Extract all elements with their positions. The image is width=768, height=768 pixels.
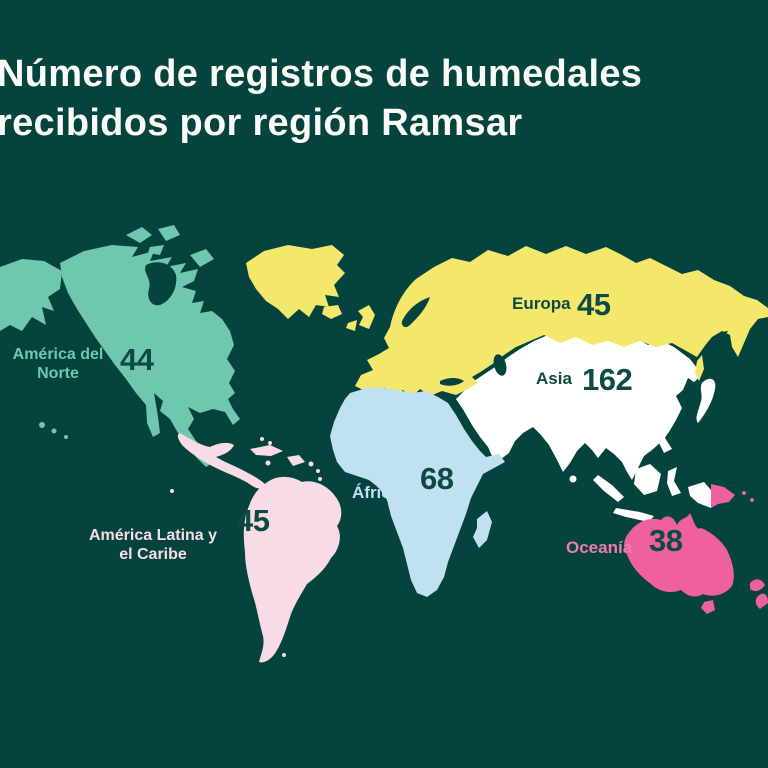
label-africa: África bbox=[352, 483, 401, 502]
central-america bbox=[177, 433, 266, 489]
value-europa: 45 bbox=[577, 287, 611, 322]
north-america-mainland bbox=[60, 245, 240, 467]
madagascar bbox=[473, 511, 492, 548]
jamaica bbox=[265, 460, 271, 466]
baltic-sea bbox=[401, 297, 430, 328]
japan bbox=[696, 378, 716, 423]
region-latin-america bbox=[170, 433, 342, 663]
caspian-sea bbox=[493, 354, 507, 376]
value-africa: 68 bbox=[420, 461, 454, 496]
title-line-1: Número de registros de humedales bbox=[0, 53, 643, 95]
label-north-america: América del Norte bbox=[12, 346, 104, 382]
east-new-guinea bbox=[711, 484, 735, 508]
hawaii-1 bbox=[39, 422, 45, 428]
value-asia: 162 bbox=[582, 362, 633, 397]
solomon-2 bbox=[750, 498, 754, 502]
sulawesi bbox=[667, 467, 681, 496]
sumatra bbox=[593, 475, 624, 502]
antilles-2 bbox=[318, 477, 322, 481]
title-line-2: recibidos por región Ramsar bbox=[0, 101, 523, 144]
greenland bbox=[246, 245, 345, 319]
java bbox=[613, 508, 654, 522]
solomon-1 bbox=[742, 491, 746, 495]
value-north-america: 44 bbox=[120, 342, 154, 377]
puerto-rico bbox=[308, 461, 314, 467]
region-north-america bbox=[0, 225, 240, 467]
asia-mainland bbox=[456, 333, 701, 480]
cuba bbox=[250, 445, 283, 456]
galapagos bbox=[170, 489, 174, 493]
sakhalin bbox=[695, 355, 704, 381]
sea-of-okhotsk bbox=[702, 331, 728, 358]
black-sea bbox=[440, 378, 464, 386]
hawaii-3 bbox=[64, 435, 68, 439]
region-europa bbox=[246, 245, 768, 397]
label-latin-america: América Latina y el Caribe bbox=[88, 527, 218, 563]
arctic-island-3 bbox=[148, 245, 164, 255]
west-new-guinea bbox=[688, 482, 711, 508]
label-europa: Europa bbox=[512, 294, 571, 313]
region-asia bbox=[456, 333, 716, 522]
arctic-island-2 bbox=[158, 225, 180, 241]
region-africa bbox=[330, 387, 505, 597]
africa-mainland bbox=[330, 387, 505, 597]
bahamas-2 bbox=[268, 441, 272, 445]
bahamas-1 bbox=[260, 437, 264, 441]
label-asia: Asia bbox=[536, 369, 572, 388]
great-britain bbox=[358, 305, 375, 329]
alaska bbox=[0, 259, 62, 331]
label-oceania: Oceanía bbox=[566, 538, 633, 557]
philippines bbox=[658, 415, 672, 453]
new-zealand-south bbox=[755, 593, 768, 609]
australia bbox=[624, 513, 734, 597]
baffin-island bbox=[190, 249, 214, 267]
antilles-1 bbox=[316, 469, 320, 473]
hawaii-2 bbox=[51, 428, 57, 434]
falklands bbox=[282, 653, 286, 657]
hudson-bay bbox=[145, 262, 177, 306]
iceland bbox=[322, 305, 342, 319]
sri-lanka bbox=[569, 475, 577, 483]
page-title: Número de registros de humedales recibid… bbox=[0, 50, 767, 147]
tasmania bbox=[701, 600, 715, 614]
borneo bbox=[634, 464, 661, 495]
hispaniola bbox=[287, 455, 305, 466]
arctic-island-1 bbox=[126, 227, 152, 243]
value-latin-america: 45 bbox=[236, 503, 270, 538]
world-map bbox=[0, 225, 768, 663]
region-oceania bbox=[624, 484, 768, 614]
value-oceania: 38 bbox=[649, 523, 683, 558]
ireland bbox=[346, 320, 357, 331]
new-zealand-north bbox=[750, 579, 765, 592]
south-america bbox=[243, 476, 342, 663]
sea-cutouts bbox=[401, 297, 728, 386]
eurasia-north bbox=[355, 246, 768, 397]
